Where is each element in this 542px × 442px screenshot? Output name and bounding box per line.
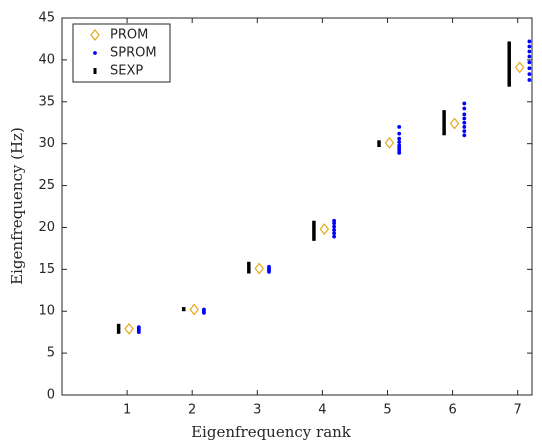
point <box>332 224 337 229</box>
y-axis-label: Eigenfrequency (Hz) <box>8 127 26 285</box>
legend-swatch <box>90 29 100 41</box>
x-tick-label: 6 <box>448 403 456 418</box>
y-tick-label: 25 <box>38 178 55 193</box>
x-axis-label: Eigenfrequency rank <box>191 423 352 441</box>
point <box>462 116 467 121</box>
x-tick-label: 4 <box>318 403 326 418</box>
point <box>397 131 402 136</box>
legend-swatch <box>93 51 97 55</box>
point <box>136 325 141 330</box>
y-tick-label: 40 <box>38 52 55 67</box>
point <box>332 228 337 232</box>
legend <box>72 23 171 83</box>
point <box>332 234 337 239</box>
point <box>462 125 467 129</box>
point <box>527 39 532 44</box>
point <box>527 78 532 82</box>
point <box>527 72 532 77</box>
point <box>267 264 271 269</box>
point <box>254 262 265 275</box>
point <box>397 125 402 129</box>
point <box>527 60 532 65</box>
x-tick-label: 1 <box>123 403 131 418</box>
point <box>332 231 337 236</box>
x-tick-label: 7 <box>514 403 522 418</box>
point <box>527 44 532 49</box>
y-tick-label: 20 <box>38 220 55 235</box>
point <box>319 223 330 236</box>
point <box>514 61 525 74</box>
point <box>384 136 395 149</box>
point <box>397 143 402 148</box>
y-tick-label: 35 <box>38 94 55 109</box>
point <box>332 218 337 223</box>
point <box>527 49 532 54</box>
point <box>449 117 460 130</box>
x-tick-label: 5 <box>383 403 391 418</box>
point <box>189 303 199 316</box>
legend-label: SPROM <box>110 46 157 61</box>
y-tick-label: 5 <box>47 346 55 361</box>
point <box>527 66 532 71</box>
point <box>527 54 532 59</box>
x-tick-label: 2 <box>188 403 196 418</box>
point <box>462 120 467 125</box>
point <box>124 322 134 335</box>
legend-label: PROM <box>110 28 148 43</box>
y-tick-label: 0 <box>47 388 55 403</box>
point <box>202 307 206 312</box>
x-tick-label: 3 <box>253 403 261 418</box>
point <box>462 112 467 117</box>
point <box>462 133 467 138</box>
y-tick-label: 10 <box>38 304 55 319</box>
point <box>397 136 402 141</box>
y-tick-label: 45 <box>38 11 55 26</box>
y-tick-label: 30 <box>38 136 55 151</box>
point <box>462 101 467 106</box>
point <box>462 129 467 134</box>
point <box>462 106 467 111</box>
point <box>397 140 402 144</box>
y-tick-label: 15 <box>38 262 55 277</box>
legend-label: SEXP <box>110 64 143 79</box>
